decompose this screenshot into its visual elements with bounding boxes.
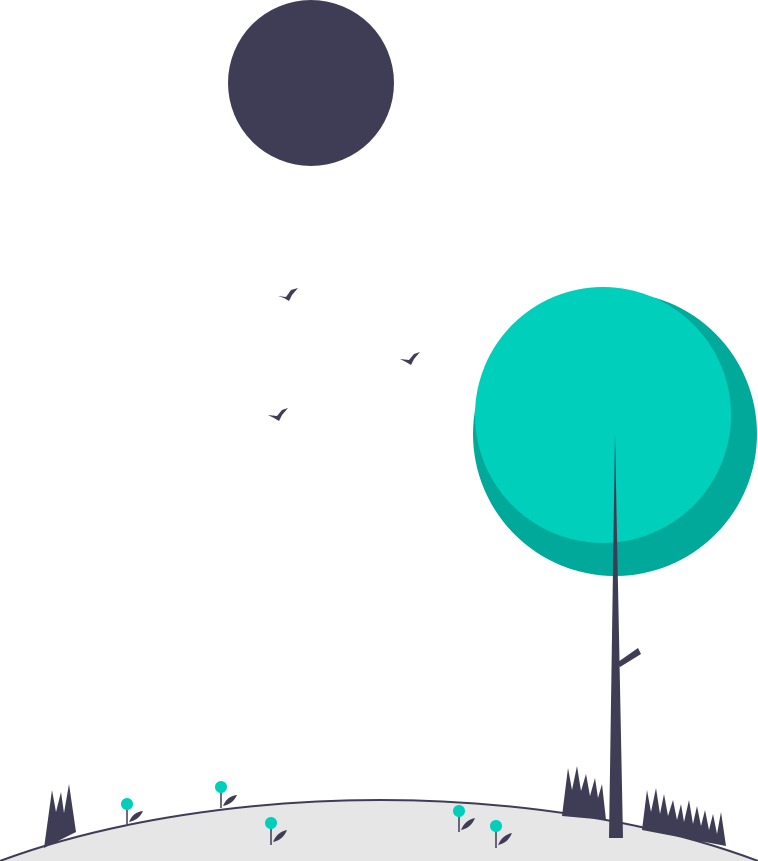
- grass-blade: [642, 788, 726, 846]
- flower: [490, 820, 512, 848]
- flower: [121, 798, 143, 824]
- tree-crown-main: [475, 287, 731, 543]
- tree-trunk: [609, 434, 641, 838]
- trunk: [609, 434, 623, 838]
- birds-group: [268, 288, 420, 421]
- grass-blade: [562, 766, 606, 820]
- flowers-group: [121, 781, 512, 848]
- grass-left: [44, 784, 76, 848]
- flower: [265, 817, 287, 845]
- bird-icon: [268, 408, 288, 421]
- flower: [453, 805, 475, 832]
- flower: [215, 781, 237, 808]
- trunk-branch: [618, 648, 641, 667]
- sun-circle: [228, 0, 394, 166]
- grass-blade: [44, 784, 76, 848]
- bird-icon: [278, 288, 298, 301]
- grass-right-near: [562, 766, 606, 820]
- grass-right-far: [642, 788, 726, 846]
- bird-icon: [400, 352, 420, 365]
- ground-hill: [0, 800, 758, 861]
